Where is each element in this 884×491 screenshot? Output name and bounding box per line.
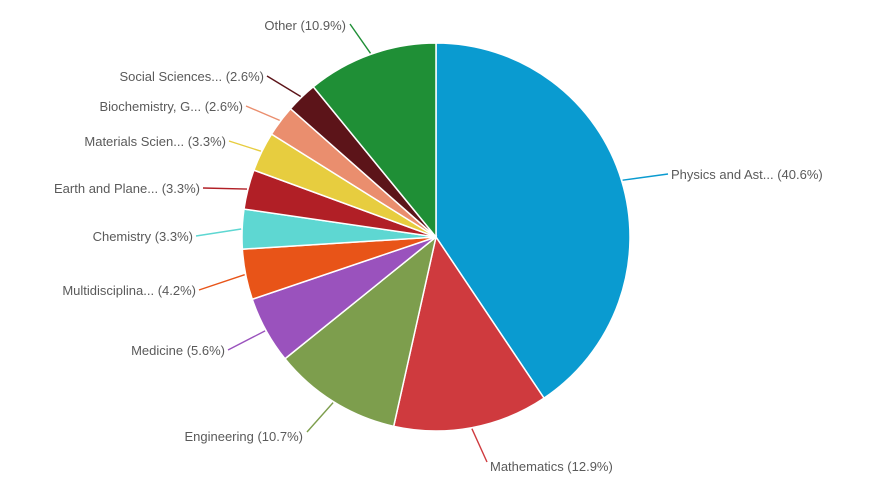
- leader-line-mathematics: [471, 428, 488, 463]
- leader-line-social-sciences: [266, 75, 302, 98]
- leader-line-materials-scien: [228, 140, 262, 152]
- slice-label-earth-and-plane: Earth and Plane... (3.3%): [54, 181, 200, 196]
- leader-line-medicine: [227, 330, 266, 351]
- slices-layer: [241, 42, 631, 432]
- pie-slice-mathematics[interactable]: [392, 235, 546, 432]
- leader-line-chemistry: [195, 228, 242, 237]
- slice-label-chemistry: Chemistry (3.3%): [93, 229, 193, 244]
- labels-layer: Physics and Ast... (40.6%) Mathematics (1…: [54, 18, 823, 474]
- leader-lines-layer: [195, 23, 669, 463]
- leader-line-earth-and-plane: [202, 187, 248, 190]
- pie-slice-engineering[interactable]: [283, 235, 438, 428]
- leader-line-physics-and-ast: [622, 173, 669, 181]
- leader-line-biochemistry-g: [245, 105, 280, 122]
- pie-slice-other[interactable]: [312, 42, 437, 240]
- slice-label-biochemistry-g: Biochemistry, G... (2.6%): [99, 99, 243, 114]
- slice-label-mathematics: Mathematics (12.9%): [490, 459, 613, 474]
- slice-label-materials-scien: Materials Scien... (3.3%): [84, 134, 226, 149]
- slice-label-engineering: Engineering (10.7%): [184, 429, 303, 444]
- slice-label-social-sciences: Social Sciences... (2.6%): [119, 69, 264, 84]
- slice-label-medicine: Medicine (5.6%): [131, 343, 225, 358]
- slice-label-other: Other (10.9%): [264, 18, 346, 33]
- pie-slice-physics-and-ast[interactable]: [435, 42, 631, 400]
- leader-line-multidisciplina: [198, 274, 245, 291]
- slice-label-multidisciplina: Multidisciplina... (4.2%): [62, 283, 196, 298]
- slice-label-physics-and-ast: Physics and Ast... (40.6%): [671, 167, 823, 182]
- leader-line-engineering: [306, 402, 334, 433]
- leader-line-other: [349, 23, 372, 54]
